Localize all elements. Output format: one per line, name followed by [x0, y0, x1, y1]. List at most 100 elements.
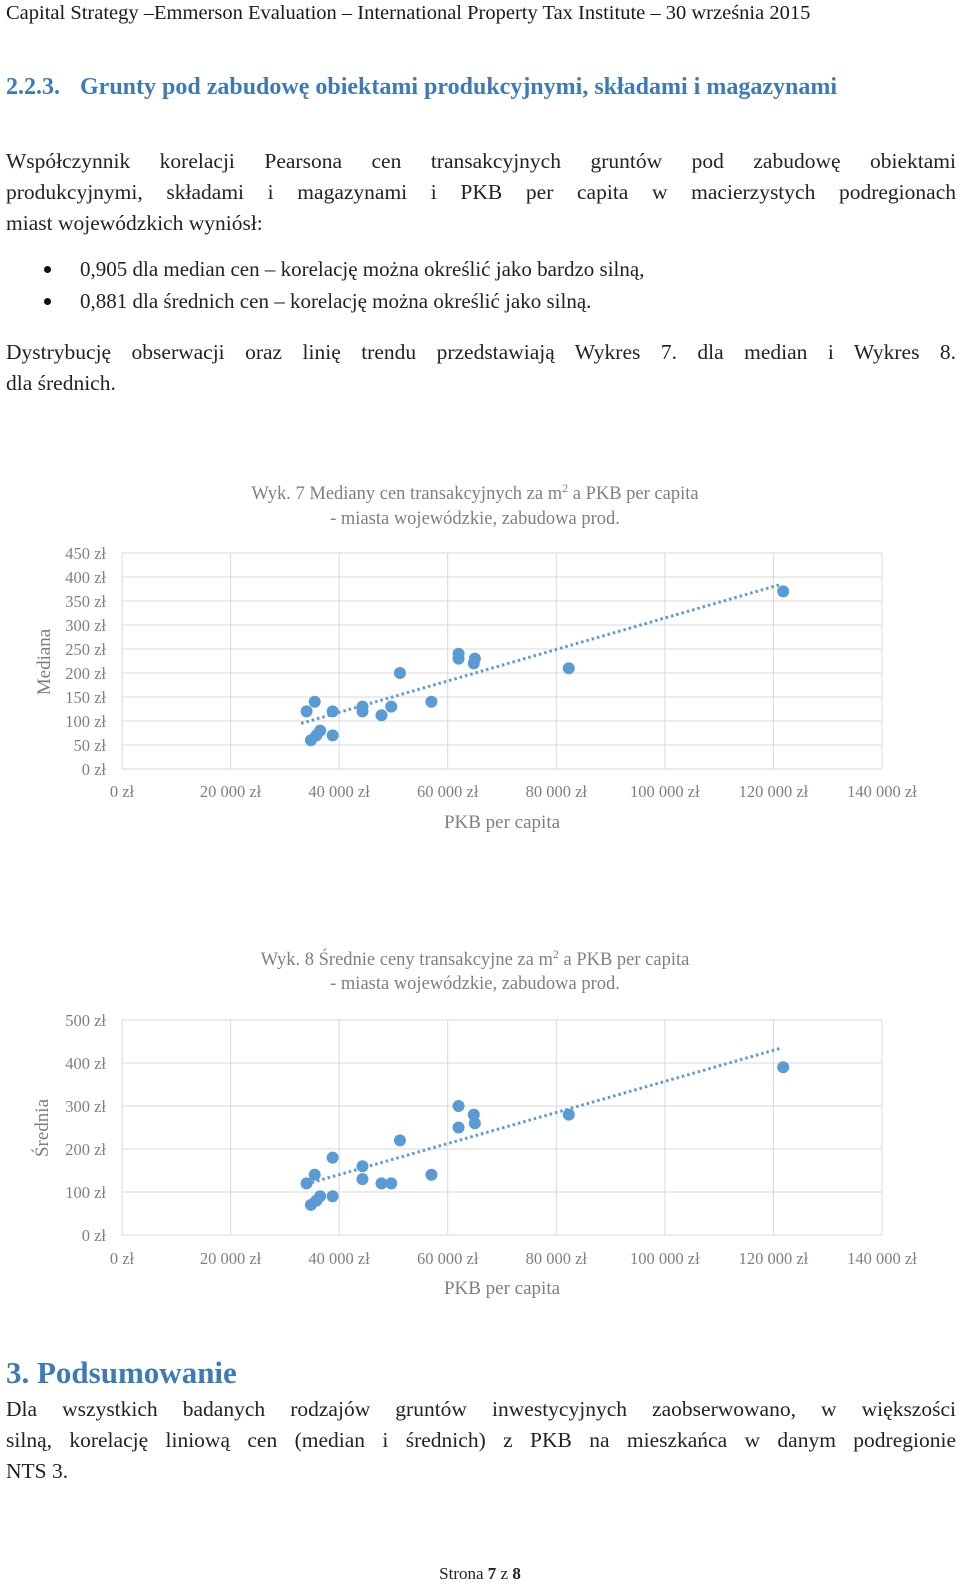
- y-tick-label: 250 zł: [65, 640, 106, 659]
- y-tick-label: 0 zł: [82, 1226, 107, 1245]
- summary-line: Dla wszystkich badanych rodzajów gruntów…: [6, 1397, 956, 1421]
- data-point: [326, 1190, 339, 1203]
- data-point: [777, 1061, 790, 1074]
- x-tick-label: 80 000 zł: [526, 782, 588, 801]
- chart-gridlines: [121, 1019, 883, 1236]
- bullet-text: 0,905 dla median cen – korelację można o…: [80, 257, 645, 281]
- data-point: [385, 700, 398, 713]
- data-point: [326, 705, 339, 718]
- data-point: [385, 1177, 398, 1190]
- data-point: [314, 724, 327, 737]
- bullet-item: 0,881 dla średnich cen – korelację można…: [44, 289, 591, 321]
- trend-line: [300, 1046, 782, 1187]
- x-tick-label: 100 000 zł: [630, 782, 700, 801]
- data-point: [300, 705, 313, 718]
- distribution-paragraph: Dystrybucję obserwacji oraz linię trendu…: [6, 337, 956, 399]
- x-tick-label: 100 000 zł: [630, 1249, 700, 1268]
- distribution-line: Dystrybucję obserwacji oraz linię trendu…: [6, 340, 956, 364]
- intro-line: miast wojewódzkich wyniósł:: [6, 211, 263, 235]
- x-tick-label: 80 000 zł: [526, 1249, 588, 1268]
- summary-line: NTS 3.: [6, 1459, 69, 1483]
- data-points: [300, 585, 790, 747]
- data-point: [308, 695, 321, 708]
- y-tick-label: 0 zł: [82, 760, 107, 779]
- intro-line: Współczynnik korelacji Pearsona cen tran…: [6, 149, 956, 173]
- data-point: [452, 1100, 465, 1112]
- data-point: [326, 1151, 339, 1164]
- y-tick-label: 350 zł: [65, 592, 106, 611]
- y-tick-label: 400 zł: [65, 568, 106, 587]
- data-point: [468, 652, 481, 665]
- y-tick-label: 450 zł: [65, 544, 106, 563]
- summary-heading-number: 3.: [6, 1355, 30, 1390]
- y-tick-label: 100 zł: [65, 712, 106, 731]
- y-tick-label: 300 zł: [65, 616, 106, 635]
- bullet-text: 0,881 dla średnich cen – korelację można…: [80, 289, 592, 313]
- data-point: [452, 652, 465, 665]
- data-point: [356, 705, 369, 718]
- x-tick-label: 60 000 zł: [417, 782, 479, 801]
- y-tick-label: 150 zł: [65, 688, 106, 707]
- footer-middle: z: [496, 1564, 513, 1583]
- data-point: [375, 709, 388, 722]
- y-tick-label: 500 zł: [65, 1011, 106, 1030]
- x-tick-label: 0 zł: [110, 782, 135, 801]
- x-tick-label: 120 000 zł: [739, 782, 809, 801]
- data-point: [425, 1168, 438, 1181]
- y-tick-label: 100 zł: [65, 1183, 106, 1202]
- data-point: [425, 695, 438, 708]
- document-header: Capital Strategy –Emmerson Evaluation – …: [6, 2, 811, 24]
- footer-page-number: 7: [487, 1564, 497, 1583]
- x-axis-labels: 0 zł 20 000 zł 40 000 zł 60 000 zł 80 000 zł…: [110, 1249, 917, 1268]
- chart-averages: Wyk. 8 Średnie ceny transakcyjne za m2 a…: [31, 947, 917, 1299]
- x-axis-title: PKB per capita: [444, 812, 561, 833]
- intro-line: produkcyjnymi, składami i magazynami i P…: [6, 180, 956, 204]
- summary-heading-text: Podsumowanie: [37, 1355, 237, 1390]
- chart-gridlines: [121, 552, 883, 770]
- x-axis-title: PKB per capita: [444, 1278, 561, 1299]
- page-footer: Strona 7 z 8: [0, 1564, 960, 1584]
- data-point: [300, 1177, 313, 1190]
- data-point: [562, 662, 575, 675]
- bullet-dot-icon: [44, 297, 51, 305]
- summary-heading: 3. Podsumowanie: [6, 1355, 237, 1391]
- x-tick-label: 20 000 zł: [200, 782, 262, 801]
- summary-line: silną, korelację liniową cen (median i ś…: [6, 1428, 956, 1452]
- data-point: [356, 1160, 369, 1173]
- bullet-item: 0,905 dla median cen – korelację można o…: [44, 257, 644, 289]
- data-point: [393, 1134, 406, 1147]
- data-point: [777, 585, 790, 598]
- intro-paragraph: Współczynnik korelacji Pearsona cen tran…: [6, 146, 956, 239]
- footer-page-total: 8: [512, 1564, 521, 1583]
- data-point: [393, 667, 406, 679]
- data-points: [300, 1061, 790, 1211]
- y-axis-title: Średnia: [31, 1098, 53, 1157]
- data-point: [314, 1190, 327, 1203]
- data-point: [452, 1121, 465, 1134]
- data-point: [356, 1173, 369, 1186]
- y-axis-title: Mediana: [34, 628, 55, 695]
- y-tick-label: 200 zł: [65, 1140, 106, 1159]
- footer-prefix: Strona: [439, 1564, 488, 1583]
- y-tick-label: 50 zł: [73, 736, 106, 755]
- x-tick-label: 20 000 zł: [200, 1249, 262, 1268]
- chart-subtitle: - miasta wojewódzkie, zabudowa prod.: [330, 509, 620, 529]
- x-axis-labels: 0 zł 20 000 zł 40 000 zł 60 000 zł 80 000 zł…: [110, 782, 917, 801]
- x-tick-label: 0 zł: [110, 1249, 135, 1268]
- x-tick-label: 60 000 zł: [417, 1249, 479, 1268]
- data-point: [375, 1177, 388, 1190]
- distribution-line: dla średnich.: [6, 371, 116, 395]
- bullet-dot-icon: [44, 265, 51, 273]
- chart-subtitle: - miasta wojewódzkie, zabudowa prod.: [330, 974, 620, 994]
- x-tick-label: 40 000 zł: [308, 1249, 370, 1268]
- y-axis-labels: 0 zł 50 zł 100 zł 150 zł 200 zł 250 zł 300 zł 3…: [65, 544, 106, 779]
- y-axis-labels: 0 zł 100 zł 200 zł 300 zł 400 zł 500 zł: [65, 1011, 106, 1245]
- y-tick-label: 300 zł: [65, 1097, 106, 1116]
- data-point: [562, 1108, 575, 1121]
- x-tick-label: 40 000 zł: [308, 782, 370, 801]
- x-tick-label: 120 000 zł: [739, 1249, 809, 1268]
- data-point: [308, 1168, 321, 1181]
- trend-line: [300, 582, 782, 725]
- chart-medians: Wyk. 7 Mediany cen transakcyjnych za m2 …: [34, 481, 917, 833]
- x-tick-label: 140 000 zł: [847, 1249, 917, 1268]
